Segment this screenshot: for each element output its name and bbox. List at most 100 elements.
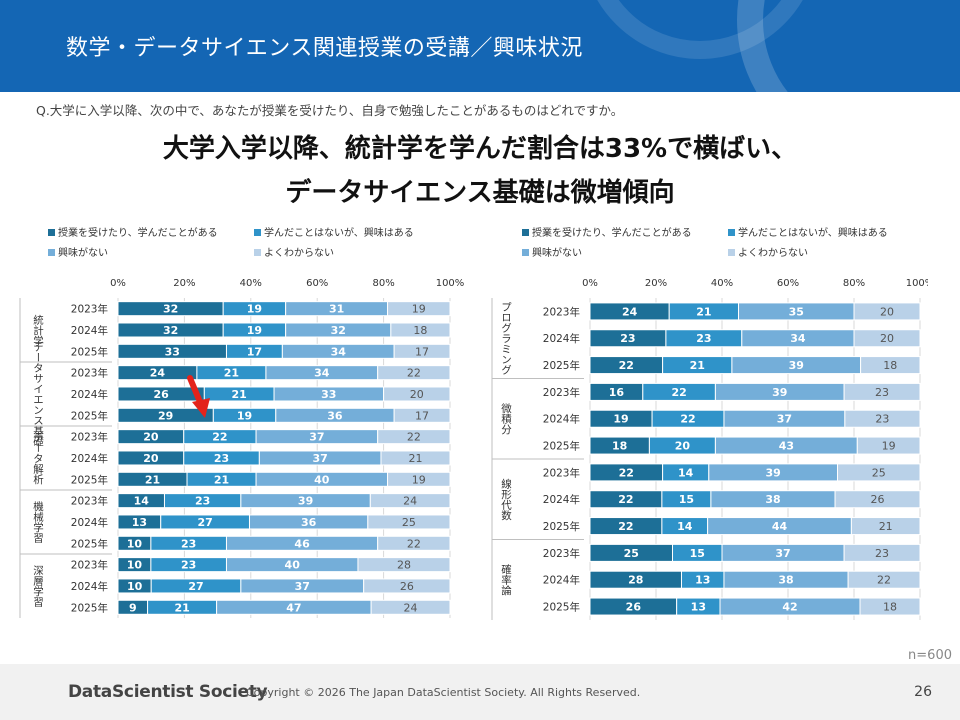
year-label: 2025年	[71, 473, 108, 486]
data-label: 10	[127, 537, 143, 550]
data-label: 22	[618, 493, 633, 506]
data-label: 23	[875, 413, 889, 426]
data-label: 24	[404, 601, 418, 614]
page-number: 26	[914, 684, 932, 700]
year-label: 2024年	[543, 413, 580, 426]
group-label: 深層学習	[32, 565, 44, 608]
data-label: 38	[778, 574, 793, 587]
data-label: 14	[677, 520, 693, 533]
headline-line-1: 大学入学以降、統計学を学んだ割合は33%で横ばい、	[162, 134, 798, 164]
year-label: 2025年	[71, 601, 108, 614]
x-tick-label: 60%	[777, 278, 799, 289]
data-label: 24	[403, 495, 417, 508]
data-label: 22	[407, 537, 421, 550]
data-label: 33	[165, 345, 180, 358]
legend-swatch	[728, 249, 735, 256]
bar-segment	[843, 543, 921, 562]
legend-label: 興味がない	[532, 246, 582, 259]
year-label: 2025年	[543, 440, 580, 453]
data-label: 26	[871, 493, 885, 506]
header-banner: 数学・データサイエンス関連授業の受講／興味状況	[0, 0, 960, 92]
year-label: 2023年	[71, 495, 108, 508]
data-label: 26	[400, 580, 414, 593]
data-label: 19	[412, 303, 426, 316]
data-label: 18	[883, 601, 897, 614]
data-label: 26	[154, 388, 170, 401]
year-label: 2025年	[543, 601, 580, 614]
data-label: 19	[613, 413, 628, 426]
bar-segment	[393, 343, 451, 359]
data-label: 23	[620, 332, 635, 345]
data-label: 15	[679, 493, 694, 506]
data-label: 37	[313, 452, 328, 465]
survey-question: Q.大学に入学以降、次の中で、あなたが授業を受けたり、自身で勉強したことがあるも…	[36, 103, 624, 118]
data-label: 44	[772, 520, 788, 533]
data-label: 21	[690, 359, 705, 372]
data-label: 17	[415, 345, 429, 358]
x-tick-label: 40%	[711, 278, 733, 289]
year-label: 2025年	[71, 537, 108, 550]
data-label: 32	[163, 303, 178, 316]
legend-label: 興味がない	[58, 246, 108, 259]
data-label: 18	[413, 324, 427, 337]
legend-label: 授業を受けたり、学んだことがある	[58, 226, 218, 239]
year-label: 2025年	[71, 409, 108, 422]
group-label: データサイエンス基礎	[32, 341, 44, 447]
data-label: 19	[237, 409, 252, 422]
data-label: 20	[880, 305, 894, 318]
data-label: 39	[765, 466, 780, 479]
footer-copyright: Copyright © 2026 The Japan DataScientist…	[246, 686, 641, 699]
year-label: 2024年	[543, 332, 580, 345]
data-label: 46	[294, 537, 310, 550]
year-label: 2023年	[543, 305, 580, 318]
data-label: 28	[397, 559, 411, 572]
x-tick-label: 100%	[906, 278, 928, 289]
page-title: 数学・データサイエンス関連授業の受講／興味状況	[66, 36, 583, 61]
legend-swatch	[254, 229, 261, 236]
data-label: 16	[609, 386, 625, 399]
data-label: 38	[765, 493, 780, 506]
data-label: 24	[150, 367, 166, 380]
data-label: 28	[628, 574, 643, 587]
bar-segment	[377, 429, 451, 445]
year-label: 2023年	[543, 547, 580, 560]
data-label: 20	[675, 440, 691, 453]
year-label: 2023年	[543, 466, 580, 479]
group-label: 確率論	[500, 563, 512, 596]
header-decoration	[597, 0, 803, 92]
group-label: データ解析	[32, 431, 44, 485]
data-label: 21	[879, 520, 893, 533]
data-label: 19	[412, 473, 426, 486]
legend-swatch	[728, 229, 735, 236]
data-label: 23	[875, 547, 889, 560]
bar-segment	[847, 570, 921, 589]
data-label: 21	[696, 305, 711, 318]
data-label: 22	[619, 359, 634, 372]
legend-label: よくわからない	[738, 247, 808, 259]
bar-segment	[387, 471, 451, 487]
x-tick-label: 80%	[843, 278, 865, 289]
data-label: 25	[872, 466, 886, 479]
data-label: 13	[691, 601, 706, 614]
data-label: 39	[298, 495, 313, 508]
bar-segment	[363, 578, 451, 594]
data-label: 22	[407, 367, 421, 380]
data-label: 15	[690, 547, 705, 560]
data-label: 21	[174, 601, 189, 614]
bar-segment	[387, 301, 451, 317]
x-tick-label: 40%	[240, 278, 262, 289]
data-label: 35	[789, 305, 804, 318]
legend-swatch	[254, 249, 261, 256]
legend-swatch	[48, 249, 55, 256]
data-label: 37	[777, 413, 792, 426]
bar-segment	[843, 382, 921, 401]
data-label: 39	[772, 386, 787, 399]
bar-segment	[383, 386, 451, 402]
data-label: 27	[188, 580, 203, 593]
data-label: 21	[408, 452, 422, 465]
x-tick-label: 0%	[582, 278, 598, 289]
data-label: 32	[163, 324, 178, 337]
data-label: 20	[143, 452, 159, 465]
year-label: 2025年	[543, 359, 580, 372]
